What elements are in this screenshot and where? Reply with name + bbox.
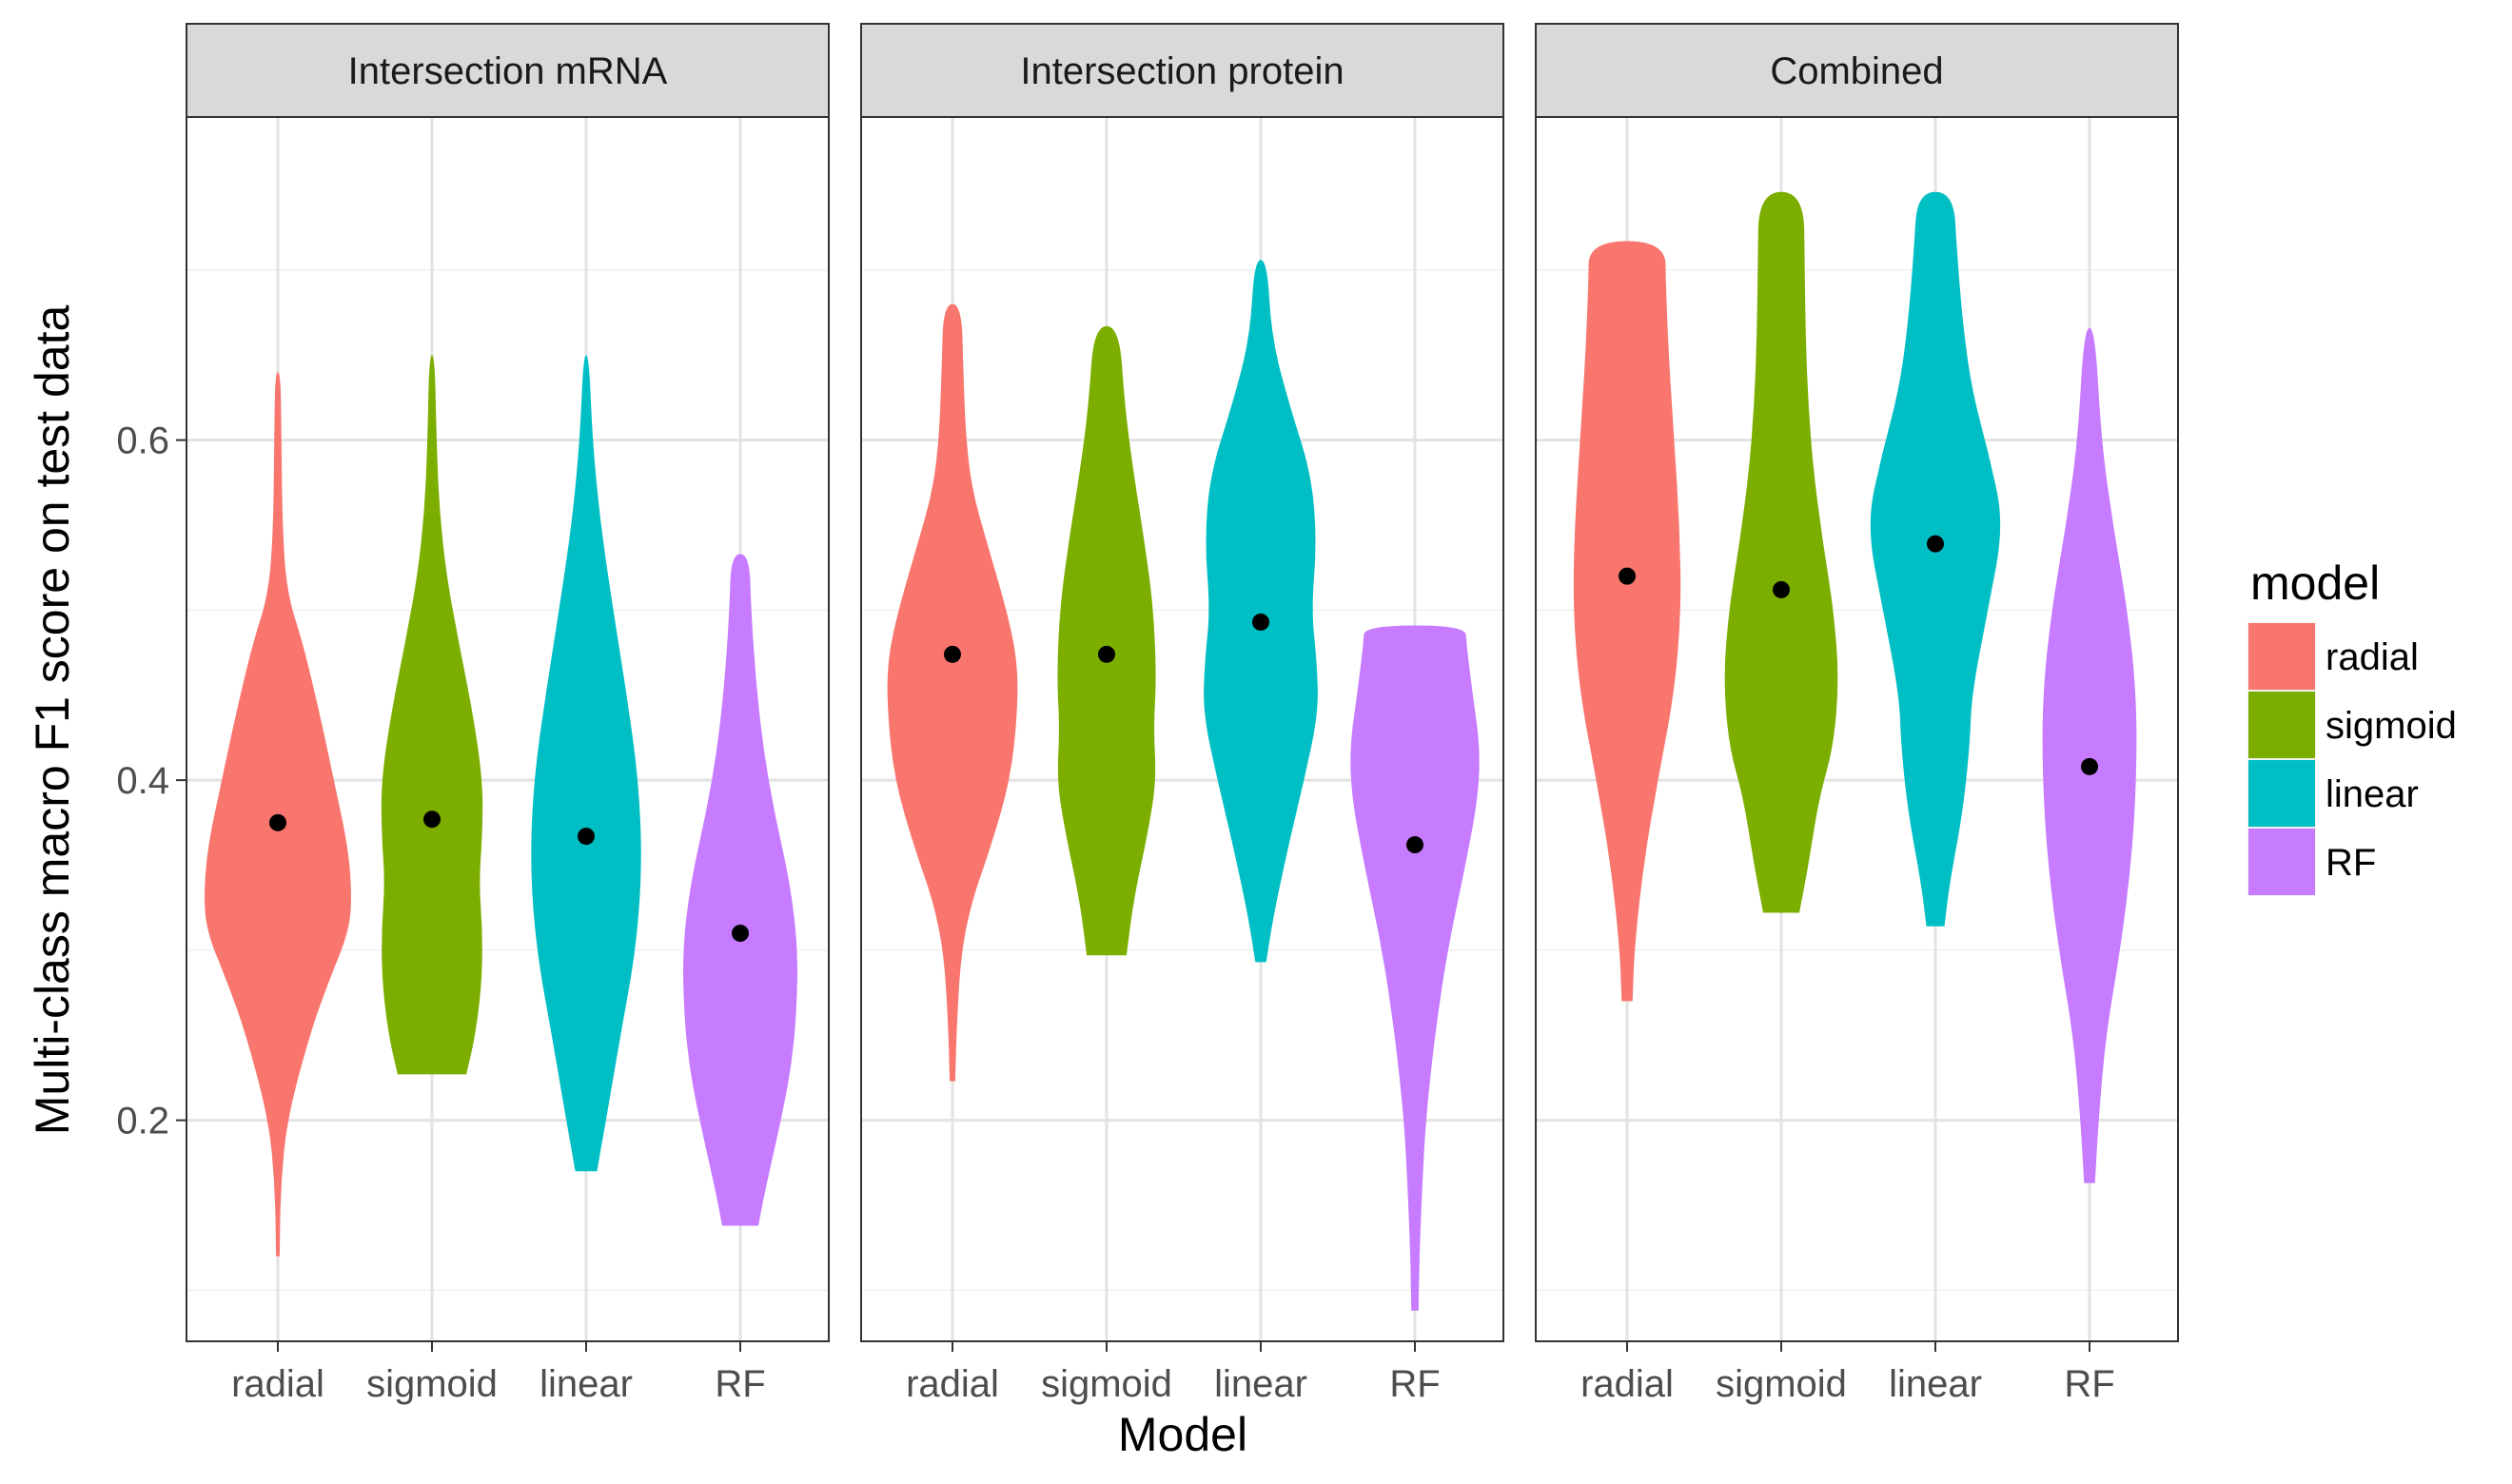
legend: model radial sigmoid linear RF (2247, 556, 2457, 896)
violin-radial (887, 303, 1018, 1082)
legend-label: sigmoid (2326, 705, 2457, 747)
violin-linear (1870, 191, 2001, 927)
mean-point (1619, 567, 1636, 585)
facet-panel: Intersection protein radial sigmoid linear R… (860, 23, 1504, 1405)
x-tick-label: sigmoid (1716, 1363, 1847, 1405)
violin-linear (531, 355, 641, 1172)
legend-key-sigmoid (2248, 692, 2315, 758)
facet-title: Intersection protein (1020, 50, 1344, 92)
x-tick-label: linear (1889, 1363, 1982, 1405)
x-tick-label: radial (1580, 1363, 1674, 1405)
legend-title: model (2250, 556, 2380, 610)
violin-rf (1350, 625, 1480, 1311)
facet-strip (860, 23, 1504, 118)
legend-label: linear (2326, 773, 2419, 815)
mean-point (1773, 580, 1790, 598)
panel-border (186, 116, 830, 1342)
mean-point (269, 813, 286, 831)
y-tick-label: 0.6 (116, 420, 169, 462)
x-tick-label: linear (540, 1363, 633, 1405)
facet-strip (186, 23, 830, 118)
violin-sigmoid (1724, 191, 1838, 913)
x-tick-label: RF (2064, 1363, 2114, 1405)
violin-sigmoid (1057, 325, 1156, 956)
y-tick-label: 0.4 (116, 760, 169, 802)
x-tick-label: sigmoid (1041, 1363, 1172, 1405)
facet-panel: Combined radial sigmoid linear RF (1535, 23, 2179, 1405)
legend-key-linear (2248, 760, 2315, 827)
violin-sigmoid (381, 355, 483, 1075)
violin-radial (1573, 241, 1681, 1002)
mean-point (578, 828, 595, 846)
x-tick-label: linear (1214, 1363, 1307, 1405)
x-tick-label: radial (906, 1363, 999, 1405)
legend-label: radial (2326, 636, 2419, 678)
legend-label: RF (2326, 842, 2376, 884)
panel-border (1535, 116, 2179, 1342)
y-tick-label: 0.2 (116, 1101, 169, 1142)
y-axis-title: Multi-class macro F1 score on test data (26, 305, 79, 1136)
violin-linear (1204, 260, 1318, 963)
mean-point (1406, 836, 1423, 854)
mean-point (1927, 535, 1944, 553)
violin-rf (2042, 327, 2137, 1183)
facet-title: Intersection mRNA (348, 50, 668, 92)
y-axis: 0.2 0.4 0.6 (116, 420, 186, 1142)
mean-point (2081, 757, 2098, 775)
facet-strip (1535, 23, 2179, 118)
x-tick-label: sigmoid (366, 1363, 498, 1405)
mean-point (732, 925, 749, 942)
x-tick-label: RF (715, 1363, 765, 1405)
facet-panel: Intersection mRNA radial sigmoid linear RF (186, 23, 830, 1405)
facet-title: Combined (1770, 50, 1943, 92)
x-tick-label: radial (231, 1363, 324, 1405)
legend-key-radial (2248, 623, 2315, 690)
panel-border (860, 116, 1504, 1342)
mean-point (1252, 613, 1269, 631)
x-axis-title: Model (1118, 1408, 1247, 1461)
legend-key-rf (2248, 829, 2315, 895)
violin-rf (683, 554, 797, 1226)
mean-point (423, 810, 441, 829)
x-tick-label: RF (1389, 1363, 1440, 1405)
mean-point (1098, 645, 1115, 663)
mean-point (944, 645, 961, 663)
